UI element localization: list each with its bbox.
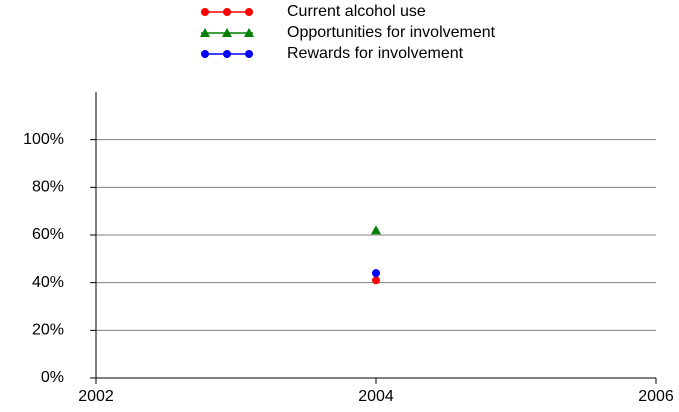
legend-marker (201, 50, 209, 58)
y-tick-label: 40% (32, 274, 64, 291)
x-tick-label: 2006 (638, 388, 674, 405)
x-tick-label: 2004 (358, 388, 394, 405)
y-tick-label: 60% (32, 226, 64, 243)
legend-marker (245, 8, 253, 16)
legend-marker (245, 50, 253, 58)
y-tick-label: 80% (32, 179, 64, 196)
data-point (371, 225, 381, 235)
legend-label: Opportunities for involvement (287, 24, 496, 41)
legend-marker (223, 8, 231, 16)
legend-label: Current alcohol use (287, 3, 426, 20)
legend-marker (200, 28, 210, 37)
y-tick-label: 100% (23, 131, 64, 148)
legend-marker (201, 8, 209, 16)
legend-label: Rewards for involvement (287, 45, 464, 62)
legend-marker (244, 28, 254, 37)
legend-marker (223, 50, 231, 58)
y-tick-label: 0% (41, 369, 64, 386)
x-tick-label: 2002 (78, 388, 114, 405)
data-point (372, 269, 380, 278)
data-point (372, 276, 380, 285)
legend-marker (222, 28, 232, 37)
y-tick-label: 20% (32, 322, 64, 339)
